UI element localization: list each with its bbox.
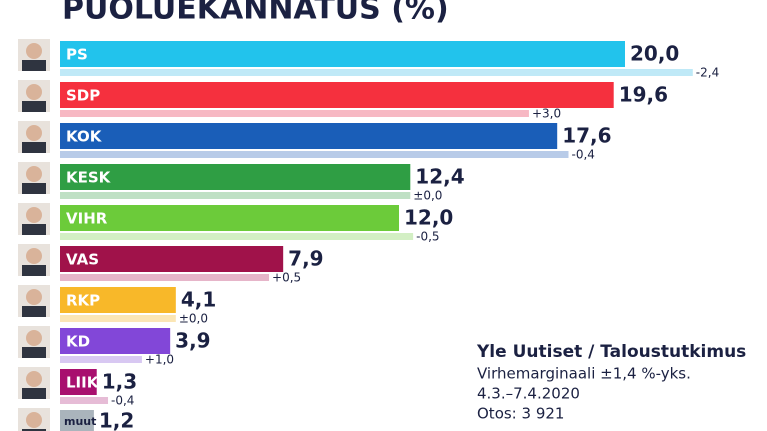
bar-category: KD	[66, 333, 90, 351]
portrait-head	[26, 330, 42, 346]
portrait-body	[22, 265, 46, 276]
bar-category: SDP	[66, 87, 100, 105]
change-label: -0,5	[416, 230, 439, 244]
previous-bar	[60, 315, 176, 322]
portrait-body	[22, 306, 46, 317]
bar	[60, 82, 614, 108]
value-label: 12,0	[404, 206, 453, 230]
value-label: 20,0	[630, 42, 679, 66]
bar	[60, 369, 97, 395]
change-label: +1,0	[145, 353, 174, 367]
portrait-body	[22, 429, 46, 431]
change-label: ±0,0	[413, 189, 442, 203]
bar-category: PS	[66, 46, 88, 64]
value-label: 17,6	[562, 124, 611, 148]
portrait-body	[22, 60, 46, 71]
change-label: -2,4	[696, 66, 719, 80]
previous-bar	[60, 274, 270, 281]
portrait-body	[22, 101, 46, 112]
bar-category: muut	[64, 415, 96, 428]
value-label: 4,1	[181, 288, 216, 312]
portrait-head	[26, 207, 42, 223]
change-label: ±0,0	[179, 312, 208, 326]
bar-category: KESK	[66, 169, 112, 187]
previous-bar	[60, 110, 529, 117]
bar	[60, 123, 558, 149]
previous-bar	[60, 356, 142, 363]
portrait-head	[26, 166, 42, 182]
portrait-body	[22, 224, 46, 235]
portrait-head	[26, 371, 42, 387]
bar	[60, 205, 399, 231]
change-label: +0,5	[272, 271, 301, 285]
portrait-body	[22, 347, 46, 358]
portrait-body	[22, 142, 46, 153]
previous-bar	[60, 151, 569, 158]
portrait-body	[22, 183, 46, 194]
bar	[60, 246, 284, 272]
source-line: Virhemarginaali ±1,4 %-yks.	[477, 365, 691, 383]
source-line: Otos: 3 921	[477, 405, 564, 423]
value-label: 7,9	[288, 247, 323, 271]
bar-category: KOK	[66, 128, 103, 146]
portrait-body	[22, 388, 46, 399]
bar	[60, 41, 625, 67]
portrait-head	[26, 248, 42, 264]
bar-category: VAS	[66, 251, 99, 269]
bar-category: RKP	[66, 292, 100, 310]
bar-category: LIIK	[66, 374, 100, 392]
bar	[60, 164, 411, 190]
portrait-head	[26, 289, 42, 305]
change-label: -0,4	[572, 148, 595, 162]
value-label: 12,4	[415, 165, 464, 189]
portrait-head	[26, 412, 42, 428]
previous-bar	[60, 192, 411, 199]
source-line: 4.3.–7.4.2020	[477, 385, 580, 403]
bar-category: VIHR	[66, 210, 108, 228]
source-title: Yle Uutiset / Taloustutkimus	[476, 342, 746, 362]
bar	[60, 287, 176, 313]
previous-bar	[60, 397, 109, 404]
change-label: +3,0	[532, 107, 561, 121]
previous-bar	[60, 69, 693, 76]
portrait-head	[26, 125, 42, 141]
value-label: 3,9	[175, 329, 210, 353]
portrait-head	[26, 84, 42, 100]
change-label: -0,4	[111, 394, 134, 408]
value-label: 1,3	[102, 370, 137, 394]
previous-bar	[60, 233, 414, 240]
value-label: 19,6	[619, 83, 668, 107]
portrait-head	[26, 43, 42, 59]
value-label: 1,2	[99, 409, 134, 431]
bar	[60, 328, 171, 354]
chart-title: PUOLUEKANNATUS (%)	[62, 0, 449, 27]
bar	[60, 410, 94, 431]
